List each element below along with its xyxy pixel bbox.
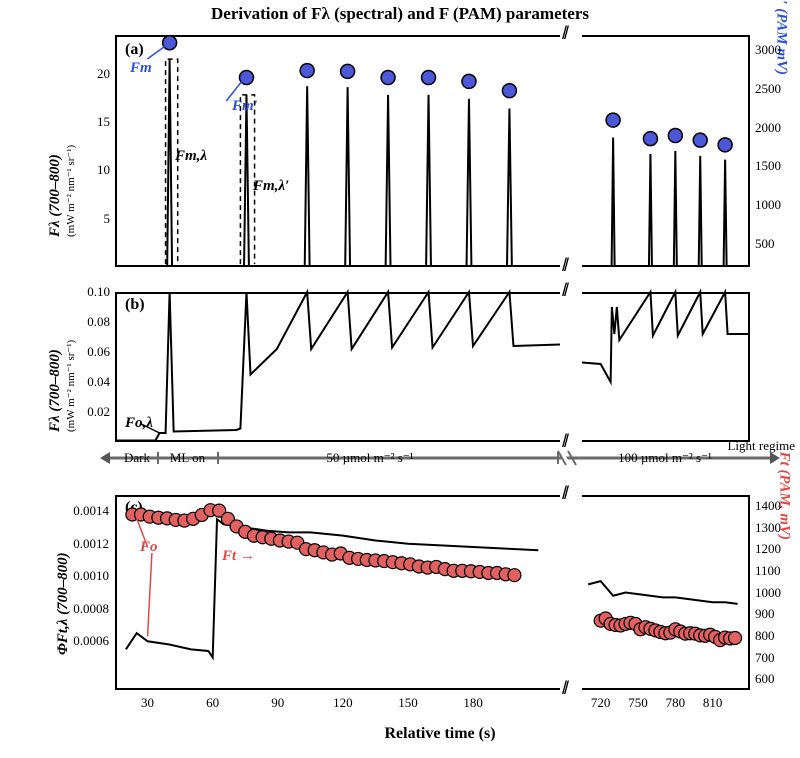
break-c-top: / / [560, 489, 567, 497]
tick-label: 1000 [755, 585, 795, 601]
annot-fmlp: Fm,λ′ [253, 178, 289, 195]
tick-label: 700 [755, 650, 795, 666]
tick-label: 10 [80, 162, 110, 178]
panel-c-svg-left [115, 495, 560, 690]
tick-label: 1200 [755, 541, 795, 557]
tick-label: 1500 [755, 158, 795, 174]
tick-label: 0.06 [70, 344, 110, 360]
tick-label: 0.04 [70, 374, 110, 390]
annot-fm: Fm [130, 60, 152, 77]
tick-label: 600 [755, 671, 795, 687]
tick-label: 750 [620, 695, 656, 711]
break-a-top: / / [560, 29, 567, 37]
panel-c-svg-right [582, 495, 750, 690]
regime-ml: ML on [160, 450, 215, 466]
tick-label: 30 [133, 695, 163, 711]
annot-ft: Ft → [222, 548, 255, 565]
panel-a-left-ylabel: Fλ (700–800) (mW m⁻² nm⁻¹ sr⁻¹) [47, 145, 77, 237]
break-c-bottom: / / [560, 684, 567, 692]
annot-fmp: Fm′ [232, 98, 258, 115]
tick-label: 15 [80, 114, 110, 130]
regime-50: 50 µmol m⁻² s⁻¹ [270, 450, 470, 466]
tick-label: 0.0006 [57, 633, 109, 649]
tick-label: 900 [755, 606, 795, 622]
tick-label: 3000 [755, 42, 795, 58]
tick-label: 180 [458, 695, 488, 711]
tick-label: 0.10 [70, 284, 110, 300]
panel-b-svg-left [115, 292, 560, 442]
break-b-bottom: / / [560, 437, 567, 445]
tick-label: 20 [80, 66, 110, 82]
panel-a-right-ylabel: Fm, Fm′ (PAM mV) [773, 0, 790, 75]
regime-dark: Dark [117, 450, 157, 466]
annot-fml: Fm,λ [175, 148, 207, 165]
tick-label: 810 [695, 695, 731, 711]
tick-label: 0.0012 [57, 536, 109, 552]
regime-arrow-left [100, 452, 110, 464]
tick-label: 720 [583, 695, 619, 711]
tick-label: 500 [755, 236, 795, 252]
tick-label: 0.0010 [57, 568, 109, 584]
tick-label: 60 [198, 695, 228, 711]
panel-b-svg-right [582, 292, 750, 442]
tick-label: 0.02 [70, 404, 110, 420]
tick-label: 1100 [755, 563, 795, 579]
tick-label: 1400 [755, 498, 795, 514]
tick-label: 90 [263, 695, 293, 711]
tick-label: 780 [657, 695, 693, 711]
tick-label: 1300 [755, 520, 795, 536]
tick-label: 150 [393, 695, 423, 711]
tick-label: 800 [755, 628, 795, 644]
tick-label: 0.0008 [57, 601, 109, 617]
tick-label: 2500 [755, 81, 795, 97]
tick-label: 1000 [755, 197, 795, 213]
tick-label: 2000 [755, 120, 795, 136]
tick-label: 5 [80, 211, 110, 227]
x-axis-label: Relative time (s) [300, 725, 580, 743]
annot-fo: Fo [140, 539, 158, 556]
figure-title: Derivation of Fλ (spectral) and F (PAM) … [0, 4, 800, 24]
break-b-top: / / [560, 286, 567, 294]
break-a-bottom: / / [560, 261, 567, 269]
tick-label: 0.0014 [57, 503, 109, 519]
panel-a-svg-right [582, 35, 750, 267]
annot-fol: Fo,λ [125, 415, 153, 432]
tick-label: 120 [328, 695, 358, 711]
tick-label: 0.08 [70, 314, 110, 330]
